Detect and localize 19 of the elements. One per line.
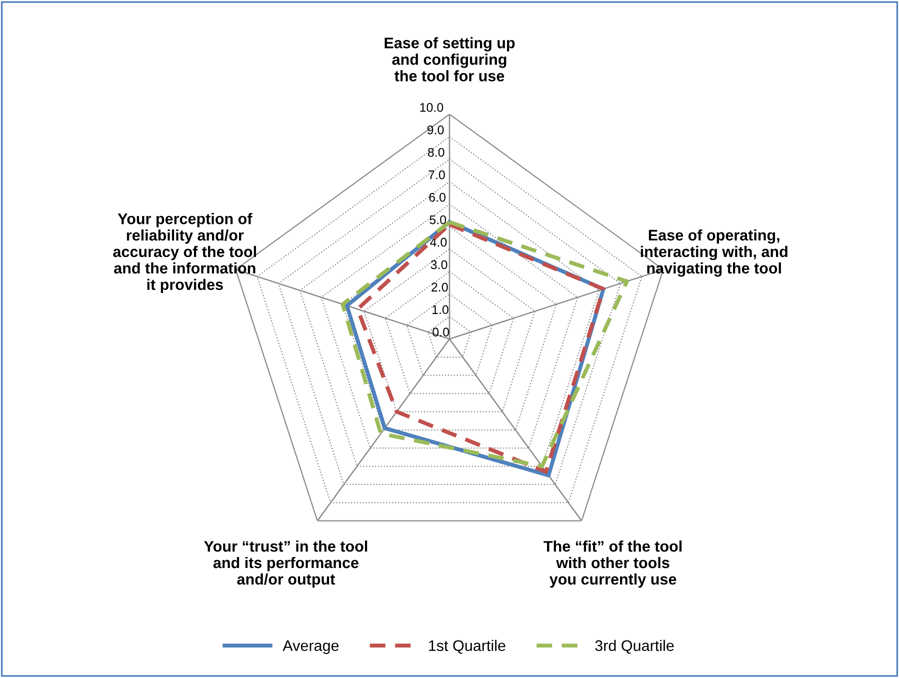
legend-label: 1st Quartile bbox=[429, 640, 506, 654]
legend-label: Average bbox=[282, 640, 339, 654]
spoke-label: The “fit” of the tool with other tools you currently use bbox=[544, 540, 682, 588]
y-tick-label: 3.0 bbox=[430, 260, 448, 270]
y-tick-label: 6.0 bbox=[429, 192, 446, 202]
y-tick-label: 1.0 bbox=[432, 305, 448, 314]
y-tick-label: 8.0 bbox=[428, 148, 444, 157]
spoke-label: Ease of operating, interacting with, and navigating the tool bbox=[640, 229, 788, 277]
y-tick-label: 7.0 bbox=[428, 170, 445, 180]
spoke-label: Your “trust” in the tool and its performance and/or output bbox=[204, 540, 368, 588]
y-tick-label: 5.0 bbox=[430, 215, 446, 224]
y-tick-label: 10.0 bbox=[420, 103, 444, 112]
spoke-label: Ease of setting up and configuring the tool for use bbox=[384, 37, 515, 82]
y-tick-label: 4.0 bbox=[430, 238, 447, 247]
y-tick-label: 9.0 bbox=[427, 125, 444, 134]
y-tick-label: 2.0 bbox=[432, 282, 448, 292]
spoke-label: Your perception of reliability and/or accuracy of the tool and the information it provides bbox=[113, 212, 256, 294]
y-tick-label: 0.0 bbox=[432, 328, 450, 337]
legend-label: 3rd Quartile bbox=[595, 640, 674, 654]
